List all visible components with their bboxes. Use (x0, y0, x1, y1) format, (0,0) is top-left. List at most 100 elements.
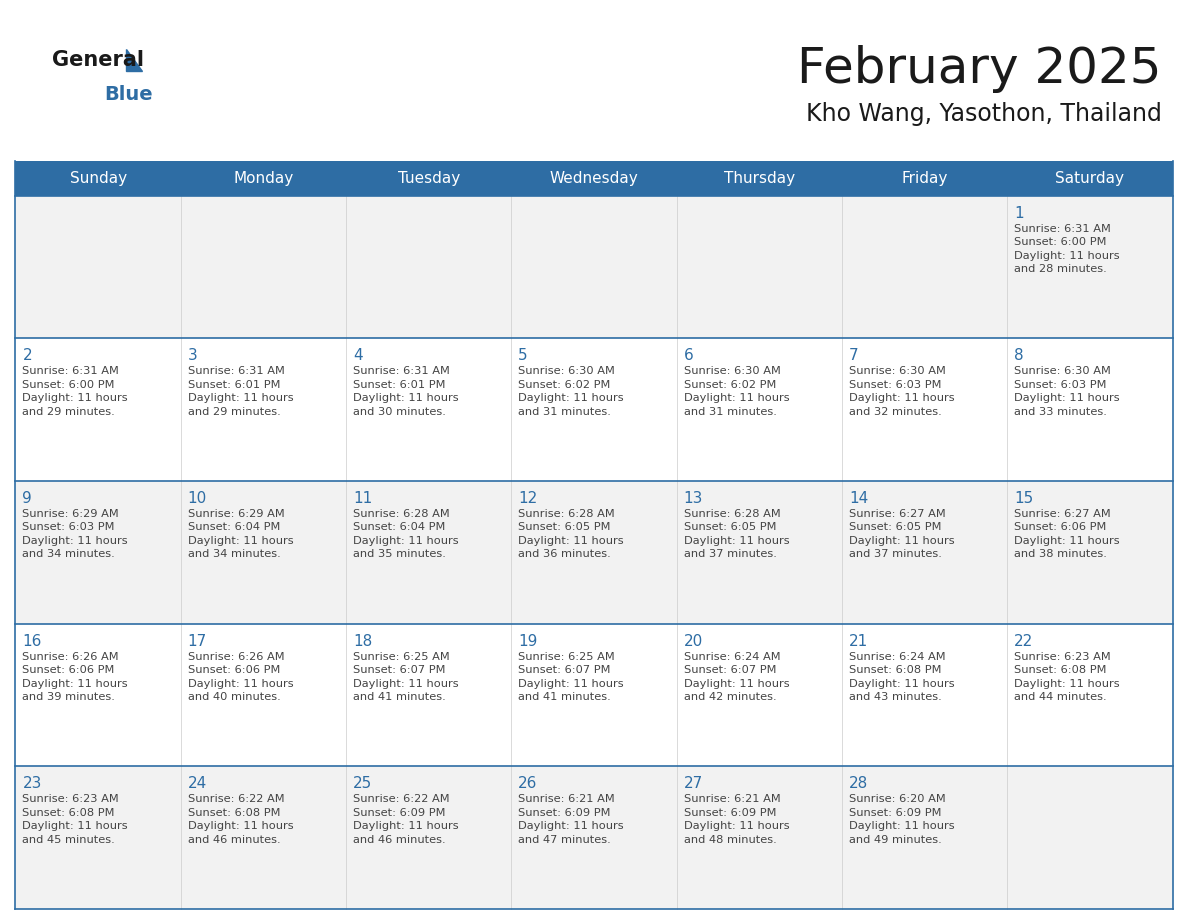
Text: Daylight: 11 hours: Daylight: 11 hours (23, 822, 128, 831)
Text: Daylight: 11 hours: Daylight: 11 hours (188, 393, 293, 403)
Bar (15, 767, 181, 909)
Text: and 39 minutes.: and 39 minutes. (23, 692, 115, 702)
Bar (15, 623, 181, 767)
Text: Daylight: 11 hours: Daylight: 11 hours (1015, 393, 1120, 403)
Bar (346, 623, 511, 767)
Bar (1007, 338, 1173, 481)
Text: 8: 8 (1015, 348, 1024, 364)
Text: Daylight: 11 hours: Daylight: 11 hours (683, 822, 789, 831)
Bar (346, 196, 511, 338)
Text: and 43 minutes.: and 43 minutes. (849, 692, 942, 702)
Text: and 45 minutes.: and 45 minutes. (23, 834, 115, 845)
Text: Sunrise: 6:31 AM: Sunrise: 6:31 AM (1015, 224, 1111, 233)
Text: 5: 5 (518, 348, 527, 364)
Text: 14: 14 (849, 491, 868, 506)
Text: Sunrise: 6:29 AM: Sunrise: 6:29 AM (188, 509, 284, 519)
Text: Daylight: 11 hours: Daylight: 11 hours (518, 536, 624, 546)
Text: 16: 16 (23, 633, 42, 648)
Text: 7: 7 (849, 348, 859, 364)
Text: 10: 10 (188, 491, 207, 506)
Text: and 30 minutes.: and 30 minutes. (353, 407, 446, 417)
Bar (677, 196, 842, 338)
Bar (15, 161, 1173, 196)
Text: Sunrise: 6:24 AM: Sunrise: 6:24 AM (683, 652, 781, 662)
Bar (346, 481, 511, 623)
Text: Sunrise: 6:22 AM: Sunrise: 6:22 AM (353, 794, 450, 804)
Bar (181, 338, 346, 481)
Text: Daylight: 11 hours: Daylight: 11 hours (188, 678, 293, 688)
Text: Sunset: 6:06 PM: Sunset: 6:06 PM (188, 665, 280, 675)
Text: Sunrise: 6:31 AM: Sunrise: 6:31 AM (188, 366, 285, 376)
Text: Sunrise: 6:20 AM: Sunrise: 6:20 AM (849, 794, 946, 804)
Text: 21: 21 (849, 633, 868, 648)
Text: 23: 23 (23, 776, 42, 791)
Bar (511, 481, 677, 623)
Text: Sunset: 6:08 PM: Sunset: 6:08 PM (1015, 665, 1107, 675)
Text: Sunset: 6:03 PM: Sunset: 6:03 PM (849, 380, 941, 390)
Bar (677, 481, 842, 623)
Bar (15, 338, 181, 481)
Text: Sunset: 6:09 PM: Sunset: 6:09 PM (353, 808, 446, 818)
Text: Daylight: 11 hours: Daylight: 11 hours (683, 536, 789, 546)
Bar (511, 196, 677, 338)
Text: Sunrise: 6:28 AM: Sunrise: 6:28 AM (683, 509, 781, 519)
Text: Friday: Friday (902, 171, 948, 185)
Bar (346, 338, 511, 481)
Text: February 2025: February 2025 (797, 45, 1162, 93)
Text: Daylight: 11 hours: Daylight: 11 hours (518, 678, 624, 688)
Text: and 36 minutes.: and 36 minutes. (518, 549, 611, 559)
Text: 27: 27 (683, 776, 703, 791)
Text: Daylight: 11 hours: Daylight: 11 hours (188, 536, 293, 546)
Text: and 48 minutes.: and 48 minutes. (683, 834, 777, 845)
Text: Sunrise: 6:28 AM: Sunrise: 6:28 AM (353, 509, 450, 519)
Text: Sunset: 6:02 PM: Sunset: 6:02 PM (683, 380, 776, 390)
Text: and 29 minutes.: and 29 minutes. (23, 407, 115, 417)
Bar (1007, 481, 1173, 623)
Text: Tuesday: Tuesday (398, 171, 460, 185)
Text: 1: 1 (1015, 206, 1024, 220)
Text: 3: 3 (188, 348, 197, 364)
Text: and 37 minutes.: and 37 minutes. (849, 549, 942, 559)
Text: Sunrise: 6:30 AM: Sunrise: 6:30 AM (683, 366, 781, 376)
Text: Sunset: 6:03 PM: Sunset: 6:03 PM (1015, 380, 1107, 390)
Text: Sunrise: 6:25 AM: Sunrise: 6:25 AM (353, 652, 450, 662)
Text: Sunrise: 6:23 AM: Sunrise: 6:23 AM (23, 794, 119, 804)
Bar (346, 767, 511, 909)
Bar (181, 767, 346, 909)
Text: Sunset: 6:00 PM: Sunset: 6:00 PM (1015, 237, 1107, 247)
Text: 17: 17 (188, 633, 207, 648)
Text: and 38 minutes.: and 38 minutes. (1015, 549, 1107, 559)
Text: Sunset: 6:05 PM: Sunset: 6:05 PM (518, 522, 611, 532)
Text: Sunrise: 6:31 AM: Sunrise: 6:31 AM (353, 366, 450, 376)
Text: and 28 minutes.: and 28 minutes. (1015, 264, 1107, 274)
Text: Sunrise: 6:26 AM: Sunrise: 6:26 AM (188, 652, 284, 662)
Text: and 35 minutes.: and 35 minutes. (353, 549, 446, 559)
Text: and 47 minutes.: and 47 minutes. (518, 834, 611, 845)
Text: and 31 minutes.: and 31 minutes. (518, 407, 611, 417)
Text: Daylight: 11 hours: Daylight: 11 hours (188, 822, 293, 831)
Text: and 49 minutes.: and 49 minutes. (849, 834, 942, 845)
Text: and 46 minutes.: and 46 minutes. (353, 834, 446, 845)
Bar (511, 623, 677, 767)
Bar (677, 767, 842, 909)
Bar (511, 767, 677, 909)
Text: Sunset: 6:08 PM: Sunset: 6:08 PM (188, 808, 280, 818)
Text: 25: 25 (353, 776, 372, 791)
Text: Sunrise: 6:22 AM: Sunrise: 6:22 AM (188, 794, 284, 804)
Text: Daylight: 11 hours: Daylight: 11 hours (353, 536, 459, 546)
Bar (842, 623, 1007, 767)
Text: Sunrise: 6:27 AM: Sunrise: 6:27 AM (849, 509, 946, 519)
Bar (842, 338, 1007, 481)
Bar (842, 196, 1007, 338)
Text: Sunrise: 6:28 AM: Sunrise: 6:28 AM (518, 509, 615, 519)
Text: Daylight: 11 hours: Daylight: 11 hours (1015, 251, 1120, 261)
Text: and 33 minutes.: and 33 minutes. (1015, 407, 1107, 417)
Bar (181, 196, 346, 338)
Text: and 34 minutes.: and 34 minutes. (23, 549, 115, 559)
Text: 15: 15 (1015, 491, 1034, 506)
Text: 6: 6 (683, 348, 694, 364)
Text: 24: 24 (188, 776, 207, 791)
Text: Sunset: 6:01 PM: Sunset: 6:01 PM (353, 380, 446, 390)
Text: Daylight: 11 hours: Daylight: 11 hours (353, 393, 459, 403)
Text: Wednesday: Wednesday (550, 171, 638, 185)
